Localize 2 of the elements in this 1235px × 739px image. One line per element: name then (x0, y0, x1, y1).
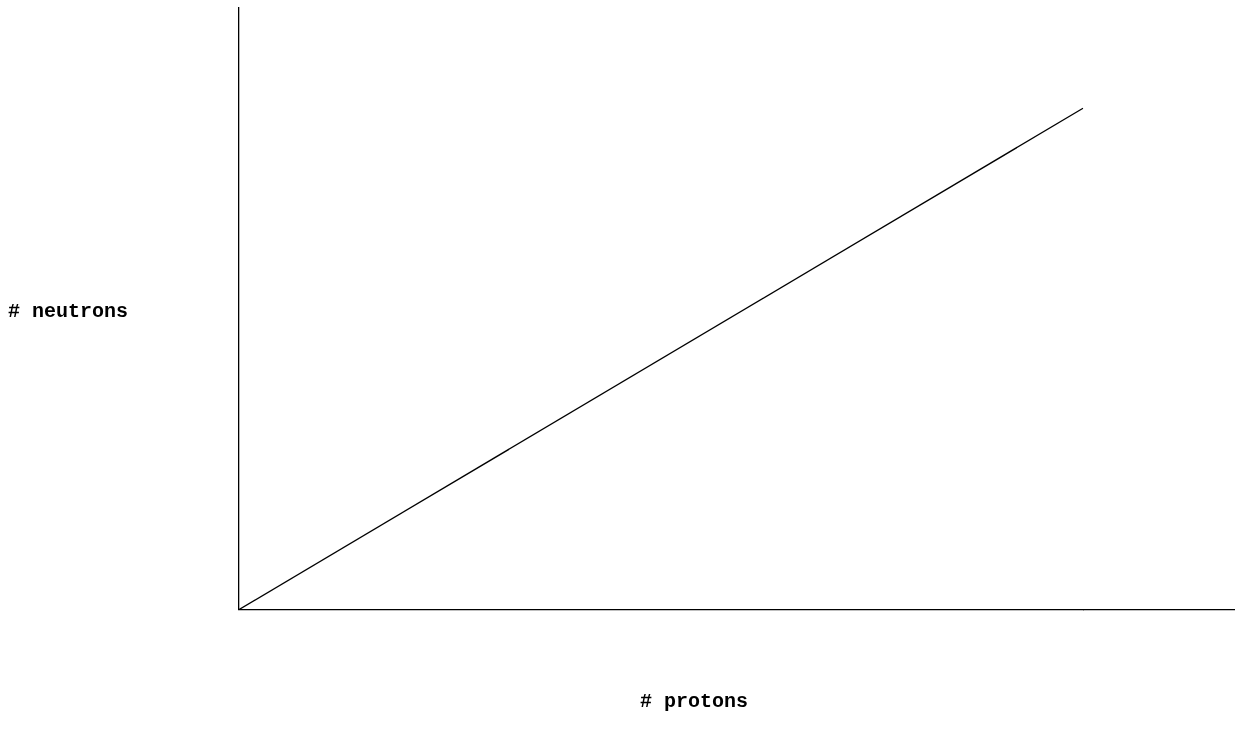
y-axis-title: # neutrons (8, 300, 129, 323)
x-axis-title: # protons (640, 690, 749, 713)
